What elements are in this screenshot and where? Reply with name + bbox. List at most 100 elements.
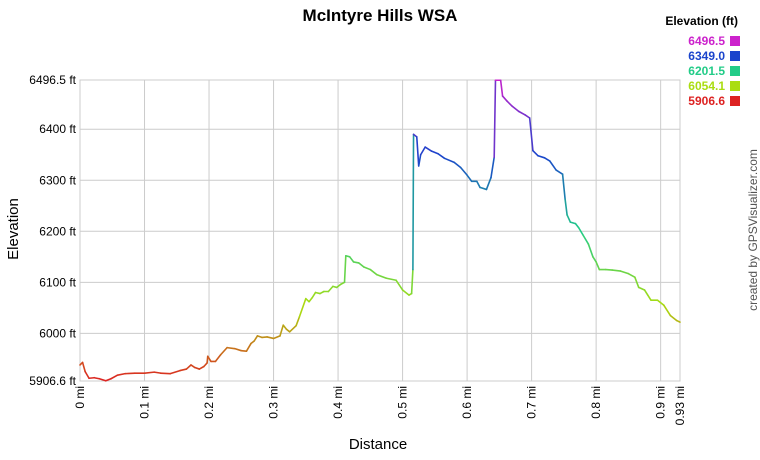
elevation-line-segment: [587, 243, 594, 258]
elevation-line-segment: [548, 160, 557, 171]
elevation-line-segment: [517, 110, 526, 116]
elevation-line-segment: [110, 374, 119, 380]
elevation-line-segment: [185, 364, 192, 370]
elevation-line-segment: [335, 283, 342, 289]
elevation-line-segment: [124, 372, 136, 375]
elevation-line-segment: [240, 349, 248, 353]
y-tick-label: 6000 ft: [39, 326, 76, 340]
elevation-line-segment: [605, 268, 614, 271]
elevation-line-segment: [266, 336, 275, 340]
elevation-line-segment: [352, 261, 360, 264]
elevation-line-segment: [401, 289, 410, 296]
legend-entry-label: 6349.0: [688, 49, 725, 63]
legend-entry-label: 6496.5: [688, 34, 725, 48]
y-tick-label: 6100 ft: [39, 275, 76, 289]
elevation-line-segment: [357, 262, 365, 268]
y-tick-label: 6200 ft: [39, 224, 76, 238]
elevation-line-segment: [675, 319, 681, 323]
elevation-line-segment: [582, 234, 590, 245]
elevation-line-segment: [226, 346, 236, 350]
legend-entry-label: 6201.5: [688, 64, 725, 78]
elevation-line-segment: [253, 335, 259, 342]
elevation-line-segment: [490, 156, 495, 179]
elevation-line-segment: [308, 296, 314, 303]
elevation-line-segment: [524, 114, 531, 119]
y-axis-label: Elevation: [5, 198, 22, 260]
elevation-line-segment: [537, 154, 546, 159]
elevation-line-segment: [634, 276, 640, 289]
elevation-line-segment: [298, 297, 307, 318]
elevation-line-segment: [485, 176, 492, 191]
legend-swatch: [730, 81, 740, 91]
elevation-line-segment: [443, 157, 455, 164]
elevation-line-segment: [555, 169, 564, 175]
legend-title: Elevation (ft): [665, 14, 738, 28]
elevation-line-segment: [206, 355, 212, 363]
elevation-line-segment: [219, 346, 228, 356]
x-tick-label: 0.4 mi: [331, 386, 345, 419]
elevation-line-segment: [214, 353, 222, 363]
elevation-line-segment: [415, 136, 420, 167]
x-tick-label: 0.5 mi: [396, 386, 410, 419]
legend-entry-label: 6054.1: [688, 79, 725, 93]
elevation-line-segment: [348, 256, 355, 263]
x-tick-label: 0.6 mi: [460, 386, 474, 419]
elevation-line-segment: [93, 376, 101, 380]
plot-area: [79, 79, 681, 382]
elevation-series: [79, 79, 681, 382]
x-axis-label: Distance: [349, 436, 407, 453]
elevation-line-segment: [619, 270, 630, 275]
elevation-line-segment: [179, 368, 188, 372]
elevation-line-segment: [532, 149, 539, 157]
elevation-line-segment: [288, 324, 297, 333]
elevation-line-segment: [437, 152, 446, 160]
elevation-line-segment: [395, 279, 404, 291]
elevation-line-segment: [459, 166, 468, 176]
elevation-line-segment: [279, 324, 285, 337]
elevation-line-segment: [637, 286, 646, 291]
elevation-line-segment: [627, 272, 636, 279]
elevation-line-segment: [430, 150, 439, 155]
elevation-line-segment: [466, 174, 473, 183]
y-tick-label: 5906.6 ft: [29, 374, 76, 388]
grid: [79, 79, 681, 382]
elevation-line-segment: [343, 254, 347, 284]
elevation-line-segment: [564, 198, 568, 216]
y-tick-label: 6300 ft: [39, 173, 76, 187]
elevation-line-segment: [592, 256, 597, 263]
elevation-line-segment: [311, 291, 317, 299]
y-axis-ticks: 5906.6 ft 6000 ft 6100 ft 6200 ft 6300 ft 640…: [29, 73, 76, 388]
elevation-line-segment: [663, 304, 672, 317]
x-tick-label: 0.93 mi: [673, 386, 687, 425]
elevation-line-segment: [143, 371, 155, 374]
x-tick-label: 0.3 mi: [267, 386, 281, 419]
chart-title: McIntyre Hills WSA: [303, 6, 458, 25]
elevation-line-segment: [506, 100, 514, 108]
x-tick-label: 0 mi: [73, 386, 87, 409]
elevation-line-segment: [84, 370, 90, 380]
elevation-line-segment: [363, 266, 372, 271]
elevation-line-segment: [595, 261, 601, 271]
legend-swatch: [730, 36, 740, 46]
elevation-line-segment: [369, 268, 378, 276]
elevation-line-segment: [375, 273, 388, 280]
elevation-line-segment: [410, 268, 414, 295]
x-tick-label: 0.7 mi: [525, 386, 539, 419]
legend-entry-label: 5906.6: [688, 94, 725, 108]
elevation-line-segment: [327, 285, 334, 293]
elevation-line-segment: [479, 186, 488, 191]
elevation-line-segment: [569, 221, 577, 225]
x-tick-label: 0.1 mi: [138, 386, 152, 419]
elevation-line-segment: [453, 161, 462, 169]
elevation-line-segment: [159, 372, 172, 375]
legend-swatch: [730, 51, 740, 61]
elevation-line-segment: [295, 316, 301, 327]
elevation-line-segment: [245, 342, 252, 353]
elevation-line-segment: [272, 335, 281, 340]
elevation-line-segment: [656, 299, 665, 307]
elevation-line-segment: [105, 377, 112, 382]
elevation-line-segment: [417, 153, 422, 167]
elevation-line-segment: [499, 79, 504, 97]
elevation-line-segment: [116, 372, 126, 376]
